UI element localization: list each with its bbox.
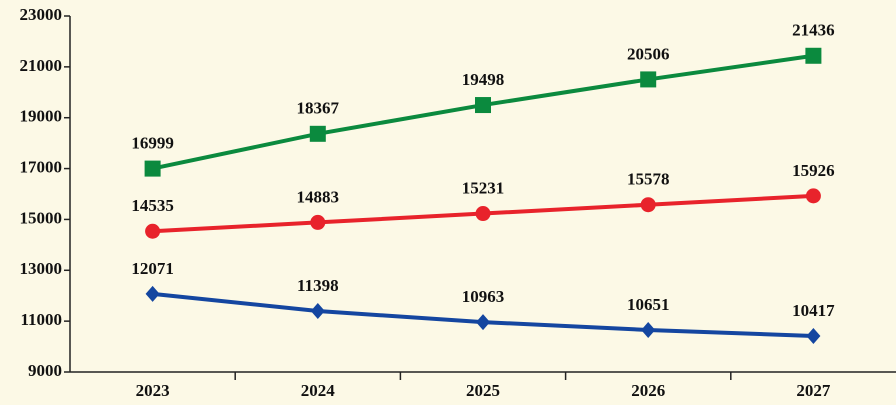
marker	[805, 188, 821, 204]
marker	[475, 206, 491, 222]
data-label: 15926	[792, 161, 835, 180]
x-tick-label: 2027	[796, 381, 831, 400]
x-tick-label: 2026	[631, 381, 665, 400]
data-label: 14535	[131, 196, 174, 215]
data-label: 12071	[131, 259, 174, 278]
data-label: 11398	[297, 276, 339, 295]
data-label: 15231	[462, 178, 505, 197]
marker	[310, 214, 326, 230]
x-tick-label: 2024	[301, 381, 336, 400]
y-tick-label: 13000	[20, 259, 63, 278]
y-tick-label: 21000	[20, 56, 63, 75]
marker	[310, 303, 325, 320]
data-label: 10963	[462, 287, 505, 306]
data-label: 19498	[462, 70, 505, 89]
marker	[309, 125, 326, 142]
data-label: 21436	[792, 21, 835, 40]
marker	[145, 285, 160, 302]
y-tick-label: 15000	[20, 208, 63, 227]
data-label: 14883	[297, 187, 340, 206]
data-label: 16999	[131, 134, 174, 153]
data-label: 18367	[297, 99, 340, 118]
x-tick-label: 2025	[466, 381, 500, 400]
marker	[476, 314, 490, 331]
marker	[640, 71, 657, 88]
data-label: 10417	[792, 301, 835, 320]
marker	[640, 197, 656, 213]
data-label: 10651	[627, 295, 670, 314]
marker	[805, 47, 822, 64]
data-label: 15578	[627, 170, 670, 189]
y-tick-label: 9000	[28, 361, 62, 380]
y-tick-label: 23000	[20, 5, 63, 24]
marker	[475, 97, 491, 114]
marker	[641, 322, 656, 339]
marker	[145, 223, 161, 239]
data-label: 20506	[627, 44, 670, 63]
y-tick-label: 11000	[20, 310, 62, 329]
x-tick-label: 2023	[136, 381, 170, 400]
marker	[806, 327, 821, 344]
y-tick-label: 17000	[20, 157, 63, 176]
y-tick-label: 19000	[20, 107, 63, 126]
marker	[144, 160, 161, 177]
